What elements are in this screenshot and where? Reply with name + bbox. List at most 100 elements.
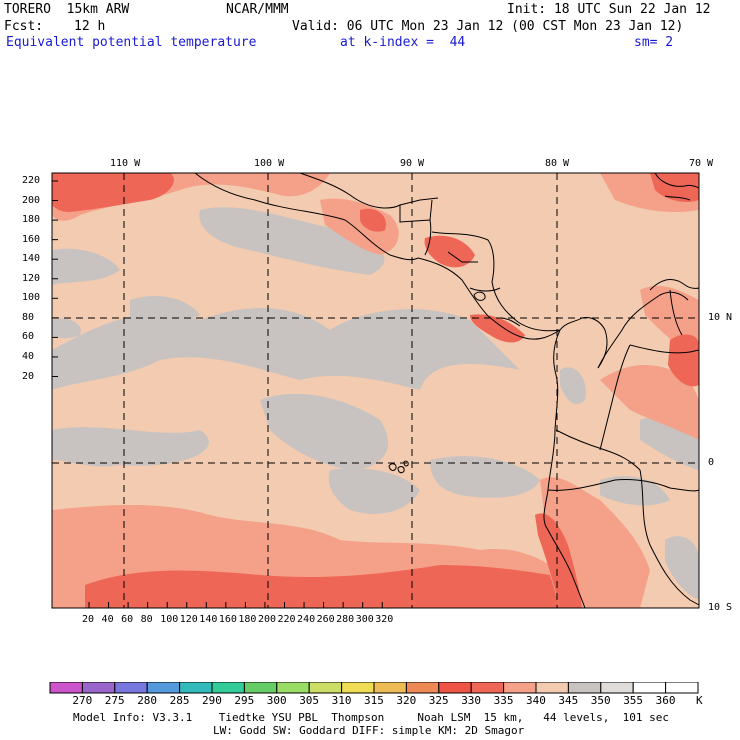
colorbar-value: 330 [461,694,482,707]
x-grid-label: 200 [257,614,276,625]
coastlines [194,172,700,609]
hot-temp-region [424,235,475,268]
center-label: NCAR/MMM [226,2,289,17]
y-grid-label: 100 [22,292,41,304]
colorbar-swatch [146,682,181,694]
gray-temp-region [52,248,120,285]
forecast-hour: 12 h [74,19,106,34]
hot-temp-region [470,314,525,343]
colorbar-swatch [665,682,699,694]
y-grid-label: 180 [22,214,41,226]
y-grid-label: 80 [22,311,35,323]
hot-temp-region [650,173,699,202]
x-grid-label: 240 [297,614,316,625]
colorbar-value: 325 [428,694,449,707]
x-grid-label: 120 [179,614,198,625]
colorbar-value: 295 [234,694,255,707]
lon-label-100w: 100 W [254,158,285,169]
level-label: at k-index = 44 [340,35,466,50]
hot-temp-region [52,173,174,212]
y-grid-label: 20 [22,370,35,382]
colorbar-value: 275 [104,694,125,707]
x-grid-label: 100 [160,614,179,625]
gray-temp-region [560,367,586,405]
colorbar-value: 335 [493,694,514,707]
hot-temp-region [85,565,560,608]
gray-temp-region [665,536,699,600]
axis-ticks [52,180,383,608]
colorbar-value: 310 [331,694,352,707]
lon-label-90w: 90 W [400,158,425,169]
x-grid-label: 20 [82,614,95,625]
y-grid-label: 200 [22,194,41,206]
colorbar-swatch [179,682,213,694]
colorbar-swatch [276,682,310,694]
hot-temp-region [535,513,582,608]
x-grid-label: 140 [199,614,218,625]
gray-temp-region [130,295,200,323]
colorbar-swatch [373,682,407,694]
colorbar-swatch [308,682,343,694]
y-grid-label: 160 [22,233,41,245]
x-grid-label: 60 [121,614,134,625]
colorbar-swatch [49,682,83,694]
x-grid-label: 180 [238,614,257,625]
x-grid-label: 320 [375,614,394,625]
smoothing-label: sm= 2 [634,35,674,50]
lon-label-110w: 110 W [110,158,141,169]
colorbar-value: 360 [655,694,676,707]
colorbar-swatch [535,682,569,694]
lat-label-10s: 10 S [708,602,733,613]
y-grid-label: 220 [22,175,41,186]
colorbar-swatch [632,682,667,694]
colorbar-swatch [114,682,148,694]
gray-temp-region [52,308,520,390]
plot-frame [51,172,700,609]
colorbar-swatch [438,682,472,694]
colorbar [49,682,699,694]
lat-label-0: 0 [708,457,715,468]
y-grid-label: 120 [22,272,41,284]
colorbar-value: 300 [266,694,287,707]
x-grid-label: 160 [218,614,237,625]
model-info-line: Model Info: V3.3.1 Tiedtke YSU PBL Thomp… [73,711,670,724]
gray-temp-region [199,207,385,275]
colorbar-value: 315 [364,694,384,707]
colorbar-value: 350 [590,694,611,707]
x-grid-label: 280 [336,614,355,625]
gray-temp-region [260,393,389,470]
colorbar-value: 320 [396,694,417,707]
gray-temp-region [328,468,420,514]
x-grid-label: 80 [140,614,153,625]
colorbar-swatch [405,682,440,694]
hot-temp-region [668,334,699,387]
x-grid-label: 260 [316,614,335,625]
colorbar-swatch [600,682,634,694]
colorbar-value: 345 [558,694,579,707]
y-grid-label: 60 [22,331,35,343]
warm-temp-region [600,365,699,440]
valid-time: Valid: 06 UTC Mon 23 Jan 12 (00 CST Mon … [292,19,684,34]
lat-label-10n: 10 N [708,312,733,323]
x-grid-label: 40 [101,614,114,625]
hot-temp-region [360,208,386,232]
gray-temp-region [600,476,670,506]
physics-info-line: LW: Godd SW: Goddard DIFF: simple KM: 2D… [213,724,525,737]
colorbar-value: 305 [299,694,320,707]
colorbar-swatch [211,682,245,694]
colorbar-swatch [341,682,375,694]
colorbar-value: 285 [169,694,190,707]
temperature-field [52,173,699,608]
gray-temp-region [52,318,81,339]
colorbar-value: 290 [202,694,222,707]
colorbar-swatch [503,682,537,694]
colorbar-value: 340 [526,694,546,707]
x-grid-label: 300 [355,614,374,625]
y-grid-label: 40 [22,350,35,362]
lon-label-70w: 70 W [689,158,714,169]
gray-temp-region [430,456,540,498]
colorbar-value: 355 [623,694,644,707]
colorbar-value: 280 [137,694,158,707]
colorbar-swatch [243,682,278,694]
lon-label-80w: 80 W [545,158,570,169]
